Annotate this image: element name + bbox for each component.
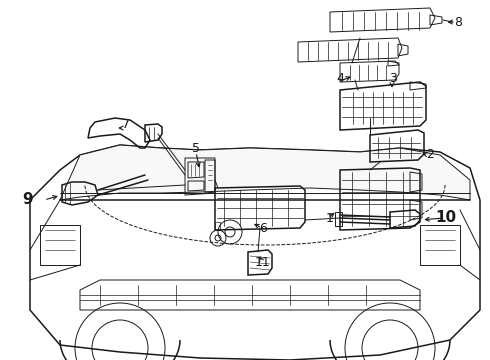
Text: 7: 7 (122, 118, 130, 131)
Text: 2: 2 (426, 148, 434, 162)
Text: 5: 5 (192, 141, 200, 154)
Text: 9: 9 (23, 193, 33, 207)
Text: 3: 3 (389, 72, 397, 85)
Polygon shape (60, 145, 470, 200)
Text: 8: 8 (454, 15, 462, 28)
Text: 6: 6 (259, 221, 267, 234)
Text: 11: 11 (255, 256, 271, 269)
Text: 1: 1 (326, 211, 334, 225)
Text: 10: 10 (436, 211, 457, 225)
Text: 4: 4 (336, 72, 344, 85)
